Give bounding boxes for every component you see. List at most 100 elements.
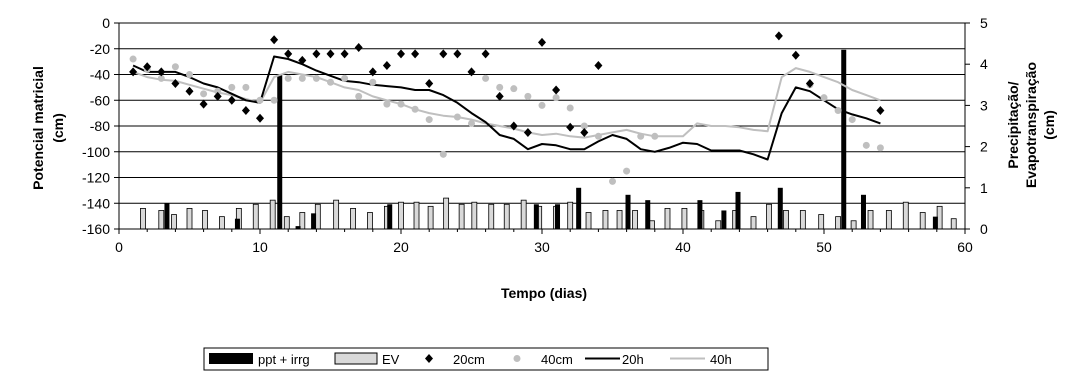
ev-bar [835,216,841,230]
point-40cm [848,116,856,124]
ev-bar [585,212,592,230]
ev-bar [681,207,688,230]
point-40cm [524,92,532,100]
point-20cm [411,49,420,59]
point-20cm [481,49,490,59]
point-40cm [284,74,292,82]
point-40cm [242,83,250,91]
point-40cm [637,132,645,140]
x-tick-label-2: 20 [393,239,409,255]
point-40cm [425,116,433,124]
x-tick-label-4: 40 [675,239,691,255]
y-tick-label-4: -80 [90,118,110,134]
point-40cm [566,104,574,112]
ppt-irrg-bar [697,200,703,229]
ev-bar [850,220,857,230]
point-20cm [354,42,363,52]
point-20cm [312,49,321,59]
point-20cm [774,31,783,41]
point-40cm [453,113,461,121]
ev-bar [269,199,276,230]
ppt-irrg-bar [932,216,938,229]
point-20cm [425,79,434,89]
point-40cm [876,144,884,152]
point-20cm [213,91,222,101]
y-tick-label-2: -40 [90,67,110,83]
ev-bar [488,203,495,230]
series-markers [129,31,885,185]
y-axis-title-line-2: (cm) [50,113,66,143]
ev-bar [398,201,404,230]
ppt-irrg-bar [555,204,561,229]
axes [114,22,970,234]
point-20cm [523,127,532,137]
point-20cm [397,49,405,59]
x-tick-label-0: 0 [115,239,123,255]
legend-label-ev: EV [382,352,400,367]
ppt-irrg-bar [625,194,631,229]
ev-bar [186,207,193,230]
point-40cm [270,96,278,104]
ev-bar [350,207,356,230]
ppt-irrg-bar [164,203,170,229]
y-tick-label-1: -20 [90,41,110,57]
ppt-irrg-bar [735,191,741,229]
point-20cm [368,67,377,77]
point-20cm [284,49,293,59]
point-40cm [411,105,419,113]
point-40cm [496,83,504,91]
legend-label-20cm: 20cm [453,352,485,367]
ppt-irrg-bar [721,210,727,229]
y2-axis-title-line-1: Precipitação/ [1005,81,1021,168]
point-40cm [355,92,363,100]
point-40cm [468,119,475,127]
legend-label-40cm: 40cm [541,352,573,367]
ev-bar [902,201,909,230]
point-20cm [467,67,476,77]
point-40cm [538,101,546,109]
point-20cm [495,91,504,101]
y2-tick-label-4: 4 [980,56,988,72]
ev-bar [503,203,510,230]
legend-label-40h: 40h [710,352,732,367]
ppt-irrg-bar [860,194,866,229]
ev-bar [458,203,465,230]
point-40cm [609,177,616,185]
ev-bar [602,210,609,230]
point-20cm [340,49,349,59]
y2-tick-label-0: 0 [980,221,988,237]
ev-bar [783,210,789,230]
ev-bar [799,210,806,230]
ev-bar [252,203,259,230]
ev-bar [140,207,146,230]
ev-bar [171,214,177,230]
point-20cm [453,49,462,59]
point-40cm [623,167,631,175]
point-40cm [834,107,842,115]
ev-bar [867,210,874,230]
ppt-irrg-bar [841,49,847,229]
ev-bar [818,214,825,230]
ev-bar [919,212,926,230]
point-20cm [171,79,180,89]
y-tick-label-3: -60 [90,92,110,108]
ppt-irrg-bar [311,213,317,229]
ev-bar [616,210,623,230]
point-40cm [157,74,165,82]
y-axis-title-line1: Potencial matricial [0,0,62,3]
point-20cm [143,62,152,72]
point-20cm [538,37,546,47]
y2-tick-label-5: 5 [980,15,988,31]
ev-bar [413,201,420,230]
y2-axis-title: Precipitação/ Evapotranspiração (cm) [1005,62,1057,188]
point-40cm [341,74,349,82]
point-20cm [805,79,814,89]
ppt-irrg-bar [387,204,393,229]
ev-bars [140,197,957,230]
point-40cm [397,100,405,108]
series-line-40h [132,67,881,139]
point-40cm [383,100,391,108]
point-20cm [241,106,250,116]
point-20cm [270,35,279,45]
